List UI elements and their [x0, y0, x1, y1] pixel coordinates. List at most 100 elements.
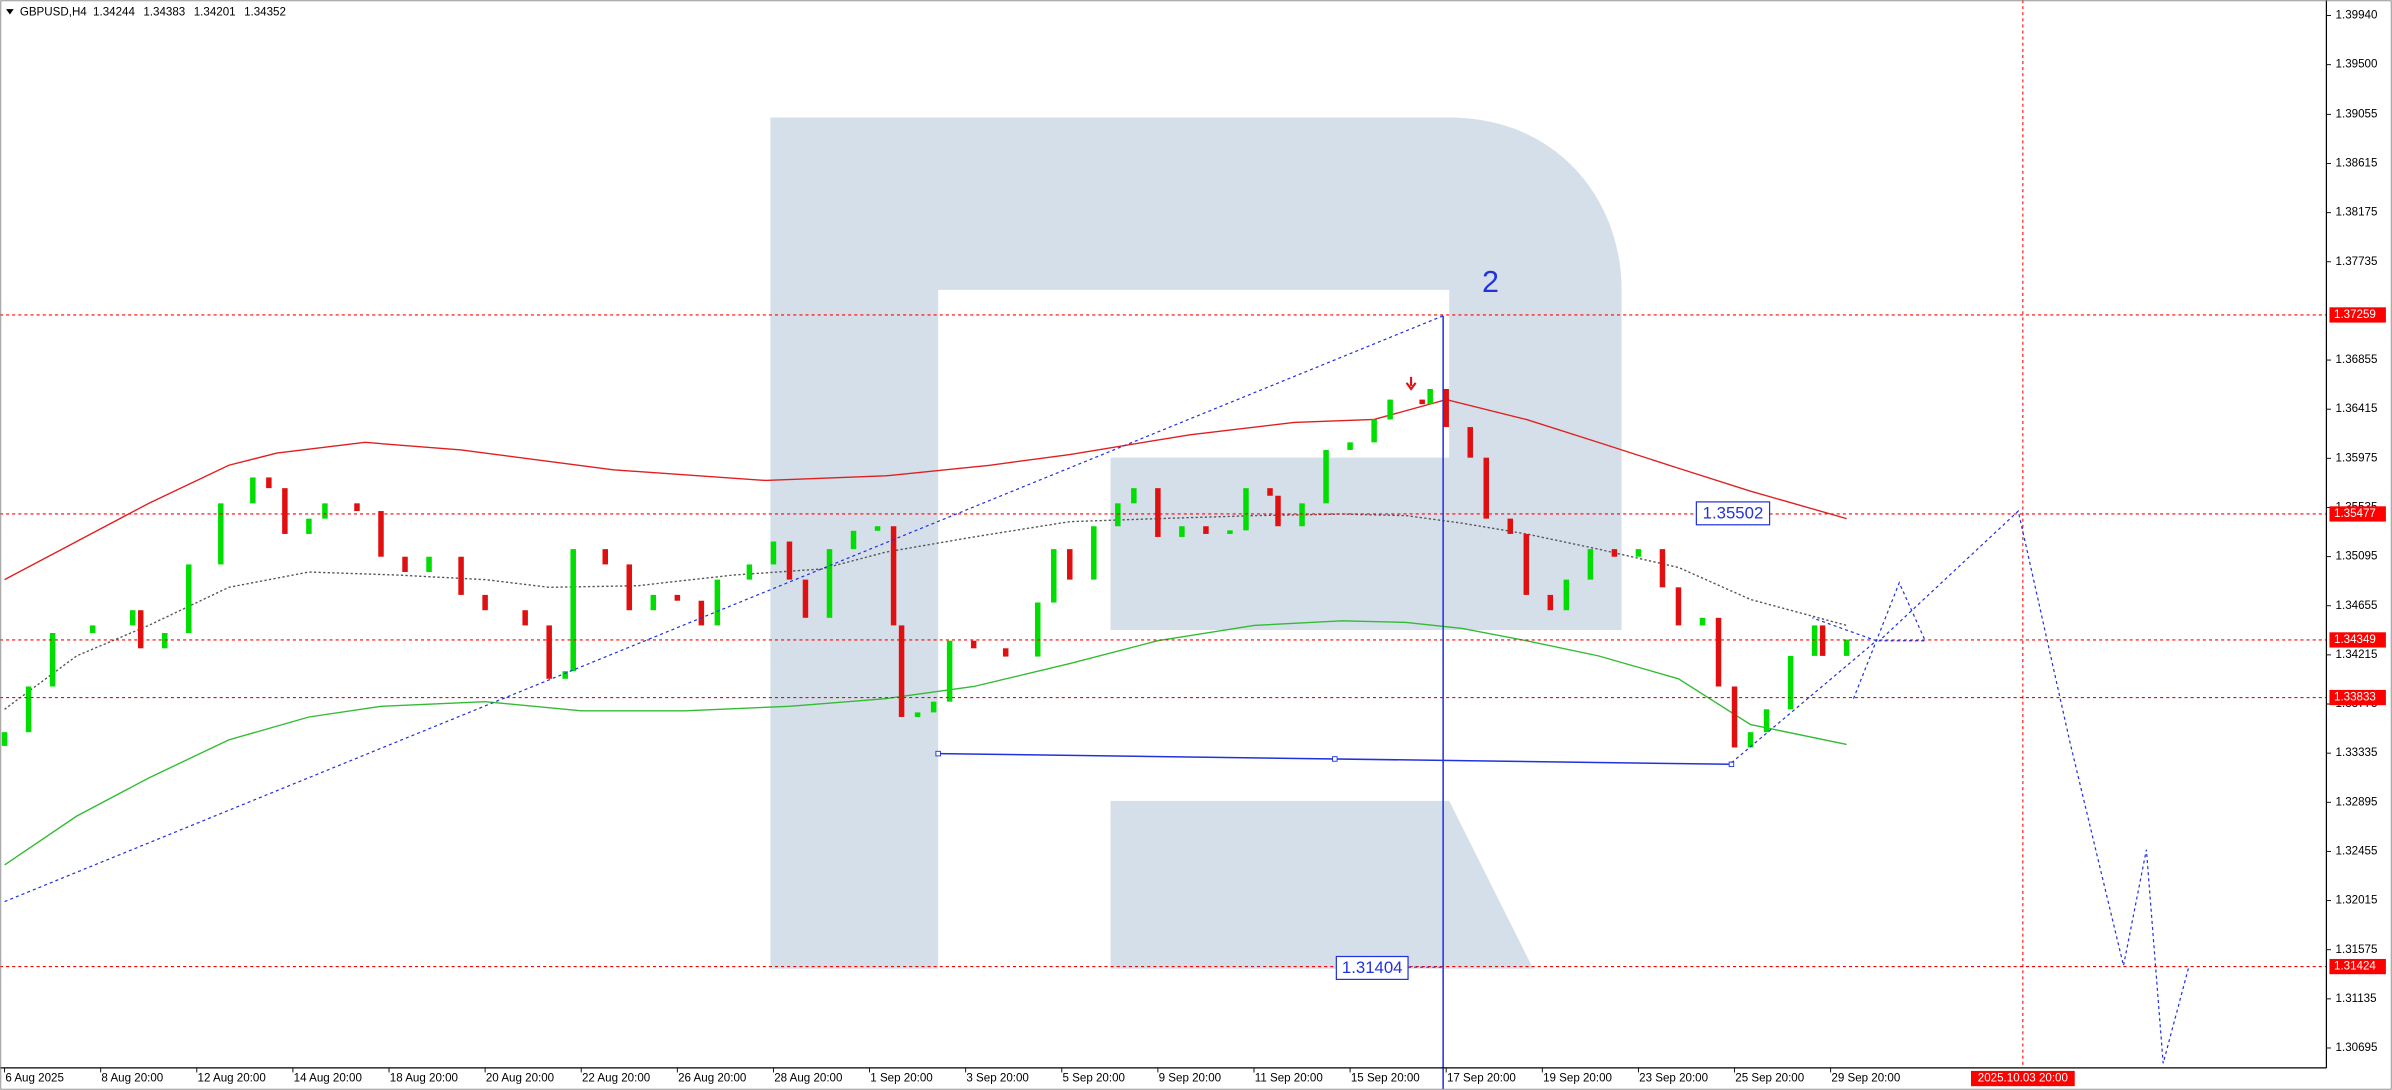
level-label: 1.33833	[2334, 692, 2376, 704]
candle-body	[129, 610, 136, 626]
x-tick-label: 9 Sep 20:00	[1159, 1073, 1221, 1085]
candle-body	[930, 701, 937, 713]
drawings: 1.35502 1.31404 2	[4, 265, 2190, 1090]
y-tick-label: 1.39500	[2336, 59, 2378, 71]
level-label: 1.31424	[2334, 961, 2376, 973]
indicator-line	[4, 513, 1847, 710]
candle-body	[1763, 709, 1770, 733]
level-tag	[2329, 632, 2386, 648]
candle-body	[562, 671, 568, 679]
candle-body	[602, 549, 608, 565]
x-tick-label: 12 Aug 20:00	[198, 1073, 266, 1085]
anchor-point	[1332, 756, 1338, 762]
header-symbol: GBPUSD,H4	[20, 6, 87, 18]
level-tag	[2329, 958, 2386, 975]
candle-body	[898, 625, 905, 717]
time-marker-tag	[1970, 1070, 2075, 1087]
header-open: 1.34244	[93, 6, 135, 18]
x-tick-label: 25 Sep 20:00	[1735, 1073, 1804, 1085]
candle-body	[137, 610, 144, 649]
candle-body	[1659, 549, 1666, 588]
candle-body	[89, 625, 96, 633]
candle-body	[674, 594, 681, 601]
candle-body	[890, 526, 897, 626]
candle-body	[378, 511, 384, 557]
candle-body	[546, 625, 552, 679]
target-label: 1.35502	[1703, 504, 1764, 523]
candle-body	[1051, 549, 1057, 603]
candle-body	[1155, 488, 1161, 537]
candle-body	[570, 549, 576, 672]
candle-body	[1675, 587, 1682, 626]
y-tick-label: 1.39940	[2336, 10, 2378, 22]
y-tick-label: 1.34655	[2336, 600, 2378, 612]
candle-body	[1587, 549, 1594, 580]
candle-body	[1467, 427, 1473, 458]
y-tick-label: 1.33335	[2336, 747, 2378, 759]
candle-body	[49, 632, 56, 687]
watermark	[770, 117, 1622, 969]
x-tick-label: 23 Sep 20:00	[1639, 1073, 1708, 1085]
candle-body	[1547, 594, 1554, 611]
candle-body	[1507, 518, 1514, 534]
x-tick-label: 29 Sep 20:00	[1831, 1073, 1900, 1085]
candle-body	[970, 640, 977, 649]
candle-body	[1371, 419, 1377, 443]
header-icon	[6, 9, 14, 15]
candle-body	[650, 594, 657, 611]
candle-body	[1131, 488, 1137, 504]
candle-body	[786, 541, 793, 580]
x-tick-label: 19 Sep 20:00	[1543, 1073, 1612, 1085]
x-tick-label: 26 Aug 20:00	[678, 1073, 746, 1085]
candle-body	[1419, 399, 1425, 405]
x-tick-label: 20 Aug 20:00	[486, 1073, 554, 1085]
y-tick-label: 1.35975	[2336, 452, 2378, 464]
indicator-line	[4, 620, 1847, 866]
y-tick-label: 1.38615	[2336, 158, 2378, 170]
candle-body	[1275, 495, 1281, 527]
x-tick-label: 14 Aug 20:00	[294, 1073, 362, 1085]
y-tick-label: 1.35095	[2336, 551, 2378, 563]
y-tick-label: 1.36855	[2336, 354, 2378, 366]
candle-body	[1091, 526, 1097, 580]
candle-body	[186, 564, 192, 633]
candle-body	[482, 594, 488, 611]
candle-body	[1563, 579, 1570, 611]
target-box	[1335, 955, 1409, 980]
x-tick-label: 8 Aug 20:00	[101, 1073, 163, 1085]
y-tick-label: 1.38175	[2336, 207, 2378, 219]
level-tag	[2329, 689, 2386, 706]
y-tick-label: 1.39055	[2336, 108, 2378, 120]
plot-area	[0, 0, 2327, 1068]
y-tick-label: 1.32455	[2336, 846, 2378, 858]
x-tick-label: 22 Aug 20:00	[582, 1073, 650, 1085]
trend-line	[4, 315, 1444, 903]
candle-body	[458, 556, 464, 595]
candle-body	[354, 503, 360, 512]
candle-body	[1299, 503, 1305, 527]
candle-body	[914, 712, 921, 717]
candle-body	[1034, 602, 1041, 657]
candle-body	[946, 640, 953, 702]
target-label: 1.31404	[1342, 958, 1403, 977]
candle-body	[1747, 732, 1754, 748]
candle-body	[1843, 639, 1850, 656]
header-close: 1.34352	[244, 6, 286, 18]
candle-body	[1267, 488, 1273, 496]
candle-body	[802, 579, 809, 618]
candle-body	[306, 518, 312, 534]
candle-body	[1002, 648, 1009, 657]
candle-body	[770, 541, 777, 565]
candle-body	[1523, 533, 1530, 595]
candle-body	[850, 530, 857, 550]
candle-body	[1115, 503, 1121, 527]
x-tick-label: 1 Sep 20:00	[870, 1073, 932, 1085]
candle-body	[1731, 686, 1738, 748]
candle-body	[426, 556, 432, 573]
candle-body	[282, 488, 288, 534]
sell-arrow	[1405, 376, 1417, 391]
candle-body	[746, 564, 753, 580]
candle-body	[1067, 549, 1073, 580]
candle-body	[626, 564, 633, 611]
